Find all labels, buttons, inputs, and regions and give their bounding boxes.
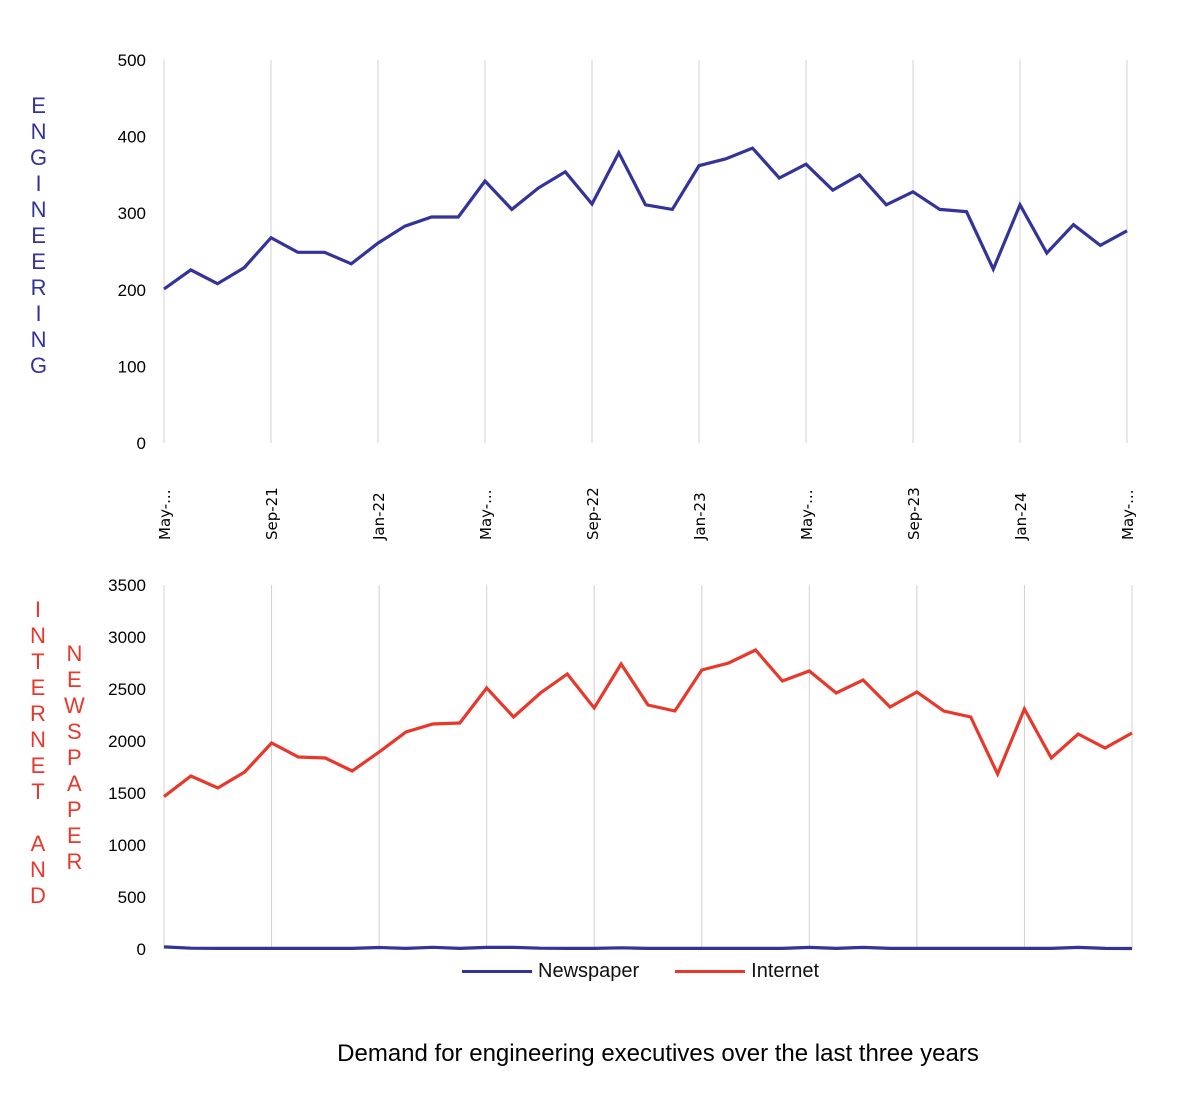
newspaper-label-letter: E	[67, 667, 82, 692]
newspaper-label-letter: W	[64, 693, 85, 718]
y-tick-label: 1000	[108, 836, 146, 855]
internet-and-label-letter: N	[30, 623, 46, 648]
internet-and-label-letter: T	[31, 779, 45, 804]
x-tick-label: May-...	[798, 490, 816, 540]
x-tick-label: Sep-23	[905, 487, 923, 540]
internet-and-label-letter: A	[30, 831, 46, 856]
y-tick-label: 200	[118, 281, 146, 300]
x-tick-label: May-...	[477, 490, 495, 540]
newspaper-label-letter: A	[67, 771, 82, 796]
newspaper-label-letter: E	[67, 823, 82, 848]
engineering-label-letter: G	[30, 145, 48, 170]
x-tick-label: May-...	[156, 490, 174, 540]
x-tick-label: Jan-23	[691, 492, 709, 541]
engineering-chart: 0 100 200 300 400 500 May-... Sep-21 Jan-22 May-.…	[118, 51, 1137, 541]
y-tick-label: 400	[118, 128, 146, 147]
internet-and-label-letter: D	[30, 883, 46, 908]
legend: Newspaper Internet	[462, 960, 855, 983]
newspaper-label-letter: P	[67, 797, 82, 822]
engineering-label-letter: R	[30, 275, 47, 300]
engineering-label-letter: I	[35, 301, 42, 326]
y-tick-label: 300	[118, 204, 146, 223]
x-tick-label: Sep-22	[584, 487, 602, 540]
series-line-internet	[163, 648, 1133, 798]
internet-and-label-letter: N	[30, 727, 46, 752]
engineering-label-letter: E	[31, 93, 46, 118]
y-tick-label: 2500	[108, 680, 146, 699]
newspaper-label-letter: N	[66, 641, 83, 666]
legend-swatch-internet	[675, 970, 746, 973]
engineering-label-letter: N	[30, 119, 47, 144]
x-tick-label: May-...	[1119, 490, 1137, 540]
engineering-label-letter: E	[31, 223, 46, 248]
y-tick-label: 0	[137, 940, 146, 959]
internet-and-label-letter: E	[30, 753, 46, 778]
x-tick-label: Sep-21	[263, 487, 281, 540]
internet-and-label-letter: T	[31, 649, 45, 674]
legend-swatch-newspaper	[462, 970, 532, 973]
chart-title: Demand for engineering executives over t…	[337, 1040, 979, 1067]
legend-label-newspaper: Newspaper	[538, 960, 640, 982]
internet-and-label-letter: I	[34, 597, 41, 622]
internet-newspaper-chart: 0 500 1000 1500 2000 2500 3000 3500	[108, 576, 1133, 959]
engineering-label-letter: N	[30, 197, 47, 222]
series-line-newspaper	[163, 945, 1133, 951]
series-line-engineering	[163, 146, 1128, 291]
y-tick-label: 2000	[108, 732, 146, 751]
y-tick-label: 0	[137, 434, 146, 453]
x-tick-label: Jan-24	[1012, 492, 1030, 541]
legend-item-internet: Internet	[675, 960, 819, 983]
y-tick-label: 500	[118, 888, 146, 907]
engineering-label-letter: I	[35, 171, 42, 196]
y-tick-label: 3500	[108, 576, 146, 595]
newspaper-label-letter: S	[67, 719, 82, 744]
internet-and-label-letter: R	[30, 701, 46, 726]
internet-and-label-letter: E	[30, 675, 46, 700]
y-tick-label: 100	[118, 357, 146, 376]
engineering-label-letter: N	[30, 327, 47, 352]
legend-item-newspaper: Newspaper	[462, 960, 639, 983]
y-tick-label: 500	[118, 51, 146, 70]
internet-and-label-letter: N	[30, 857, 46, 882]
legend-label-internet: Internet	[751, 960, 819, 982]
engineering-label-letter: G	[30, 353, 48, 378]
y-tick-label: 3000	[108, 628, 146, 647]
newspaper-label-letter: P	[67, 745, 82, 770]
newspaper-label-letter: R	[66, 849, 83, 874]
engineering-label-letter: E	[31, 249, 46, 274]
y-tick-label: 1500	[108, 784, 146, 803]
x-tick-label: Jan-22	[370, 492, 388, 541]
